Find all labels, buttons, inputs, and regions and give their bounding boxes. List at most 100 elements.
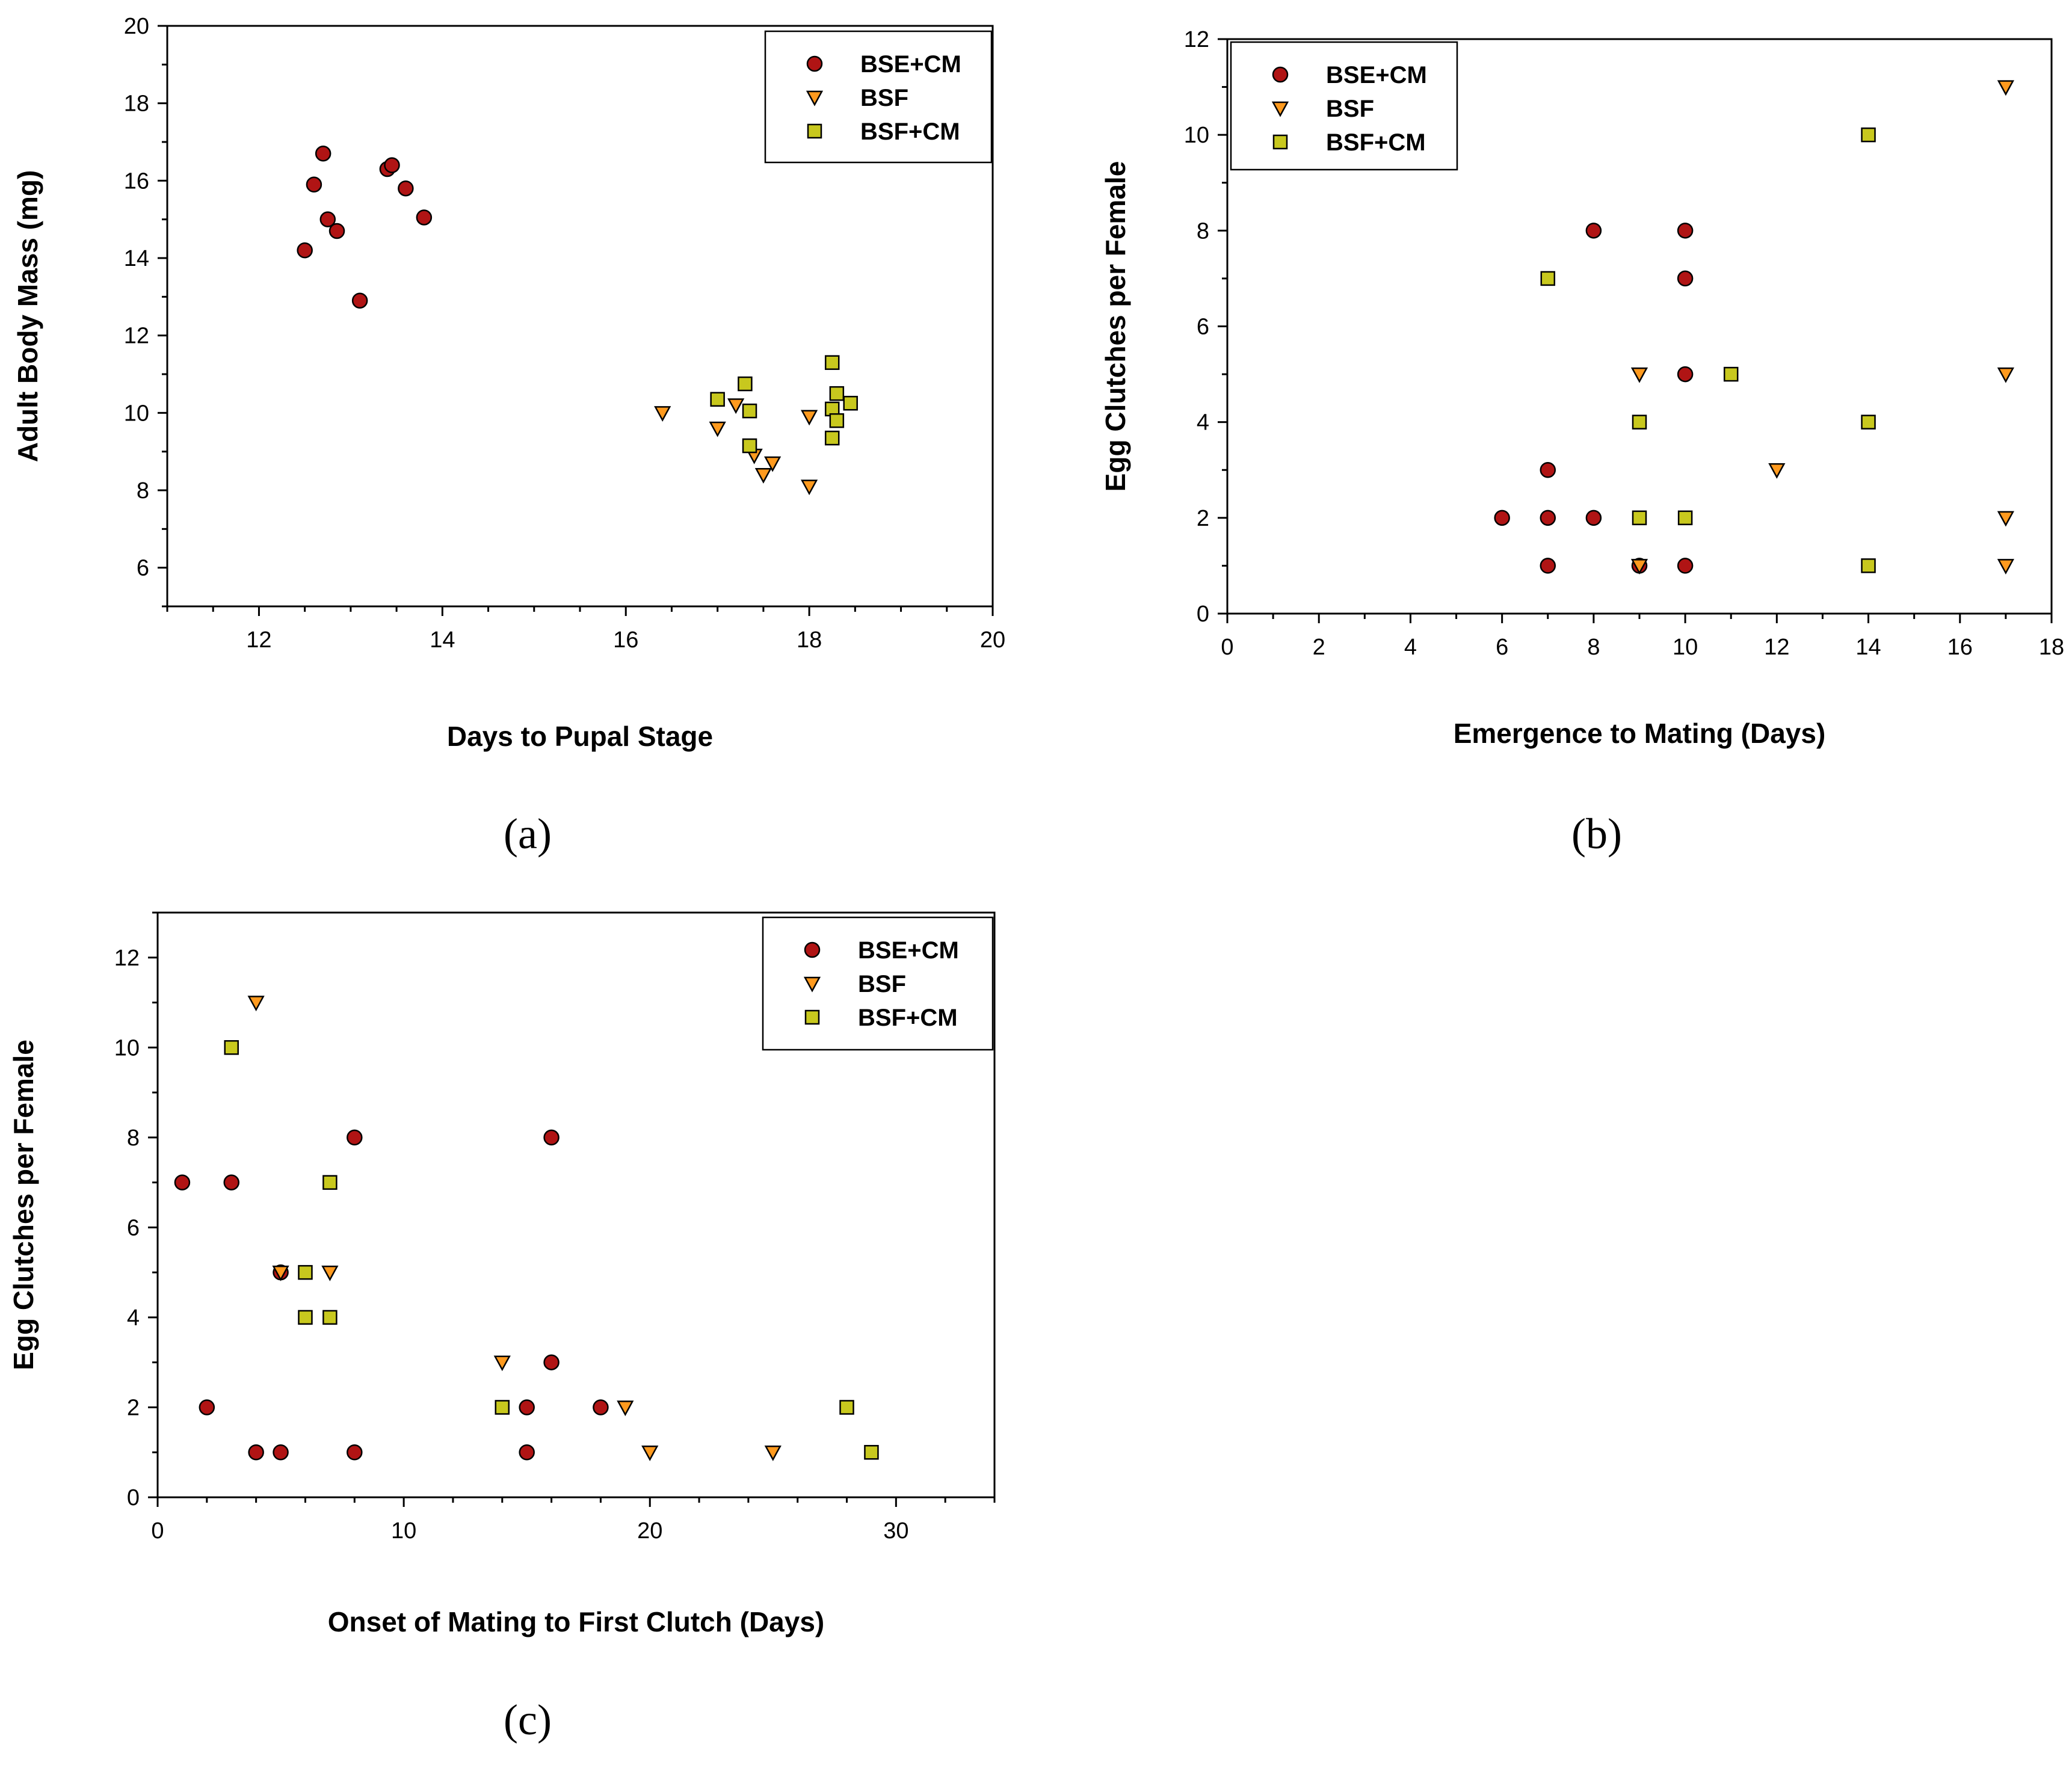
x-tick-label: 6 [1496,635,1508,660]
legend-marker-bsf-plus-cm [804,1009,820,1025]
data-point-bse-plus-cm [1677,270,1694,287]
legend-label-bsf-plus-cm: BSF+CM [858,1005,958,1031]
data-point-bse-plus-cm [1540,558,1556,574]
data-point-bsf [1997,367,2014,383]
x-tick-label: 18 [797,627,822,653]
y-tick-label: 4 [127,1305,140,1331]
panel-label-c: (c) [504,1696,552,1744]
legend-label-bsf: BSF [1326,96,1374,122]
y-tick-label: 10 [1184,123,1209,148]
data-point-bsf [1997,511,2014,527]
data-point-bse-plus-cm [1677,223,1694,239]
legend-label-bsf: BSF [858,971,906,997]
data-point-bse-plus-cm [416,209,433,226]
y-tick-label: 8 [137,478,149,504]
data-point-bse-plus-cm [1677,366,1694,383]
legend-label-bse-plus-cm: BSE+CM [1326,62,1427,88]
y-tick-label: 2 [1197,506,1209,531]
legend-marker-bsf [1271,101,1289,117]
plot-frame [156,911,996,1498]
x-tick-label: 0 [151,1518,164,1544]
legend-label-bsf-plus-cm: BSF+CM [1326,129,1426,156]
data-point-bsf [1997,80,2014,96]
panel-label-b: (b) [1571,810,1622,858]
panel-label-a: (a) [504,810,552,858]
data-point-bse-plus-cm [306,176,322,193]
legend-marker-bsf [803,976,821,993]
data-point-bsf [247,996,265,1012]
series-bse-plus-cm [1494,223,1694,574]
series-bsf [247,996,782,1461]
data-point-bsf [801,410,818,426]
data-point-bse-plus-cm [1540,510,1556,526]
data-point-bsf [1630,559,1648,575]
data-point-bse-plus-cm [347,1444,363,1461]
legend-label-bse-plus-cm: BSE+CM [860,51,961,78]
data-point-bsf-plus-cm [1861,558,1876,573]
data-point-bsf-plus-cm [1723,366,1739,382]
data-point-bse-plus-cm [593,1399,609,1415]
data-point-bsf [1997,559,2014,575]
data-point-bsf [654,406,671,422]
data-point-bsf [709,421,726,437]
series-bsf [654,398,818,496]
y-tick-label: 12 [1184,27,1209,52]
data-point-bse-plus-cm [519,1444,535,1461]
data-point-bsf-plus-cm [298,1264,313,1280]
data-point-bsf-plus-cm [495,1400,510,1415]
data-point-bse-plus-cm [297,242,313,259]
data-point-bsf-plus-cm [1861,127,1876,143]
legend-label-bse-plus-cm: BSE+CM [858,937,959,964]
data-point-bse-plus-cm [319,211,336,227]
y-tick-label: 6 [127,1215,140,1240]
data-point-bsf-plus-cm [1632,414,1647,430]
data-point-bsf [1768,463,1786,479]
series-bsf [1630,80,2014,575]
x-axis-title: Days to Pupal Stage [447,721,713,752]
data-point-bse-plus-cm [174,1174,191,1190]
y-tick-label: 6 [137,556,149,581]
data-point-bsf [1630,367,1648,383]
data-point-bsf [321,1265,339,1281]
x-tick-label: 20 [637,1518,662,1544]
data-point-bsf-plus-cm [1632,510,1647,526]
x-tick-label: 20 [980,627,1005,653]
data-point-bse-plus-cm [1677,558,1694,574]
y-tick-label: 2 [127,1395,140,1420]
x-tick-label: 16 [613,627,638,653]
data-point-bse-plus-cm [315,146,331,162]
y-tick-label: 14 [124,246,149,271]
legend: BSE+CM BSF BSF+CM [1230,41,1458,171]
y-tick-label: 12 [114,946,140,971]
data-point-bse-plus-cm [273,1444,289,1461]
y-tick-label: 10 [114,1035,140,1061]
data-point-bse-plus-cm [398,180,414,197]
x-tick-label: 0 [1221,635,1233,660]
data-point-bse-plus-cm [347,1129,363,1146]
data-point-bsf [617,1400,634,1417]
x-tick-label: 8 [1587,635,1600,660]
data-point-bsf-plus-cm [1540,271,1556,286]
data-point-bse-plus-cm [351,292,368,309]
x-axis-title: Onset of Mating to First Clutch (Days) [328,1606,824,1637]
x-axis-title: Emergence to Mating (Days) [1454,718,1826,749]
data-point-bsf-plus-cm [742,403,757,419]
series-bsf-plus-cm [224,1040,879,1460]
y-tick-label: 0 [1197,602,1209,627]
legend: BSE+CM BSF BSF+CM [762,916,994,1051]
y-tick-label: 12 [124,324,149,349]
data-point-bse-plus-cm [1585,510,1602,526]
data-point-bsf-plus-cm [1677,510,1693,526]
data-point-bsf [493,1355,511,1372]
data-point-bsf-plus-cm [710,392,725,407]
y-tick-label: 8 [127,1126,140,1151]
data-point-bsf-plus-cm [224,1040,239,1055]
data-point-bse-plus-cm [1494,510,1510,526]
x-tick-label: 14 [1855,635,1881,660]
data-point-bse-plus-cm [248,1444,264,1461]
data-point-bsf-plus-cm [843,396,858,411]
legend-marker-bsf-plus-cm [1272,134,1288,150]
legend-label-bsf-plus-cm: BSF+CM [860,119,960,145]
x-tick-label: 16 [1947,635,1973,660]
data-point-bsf-plus-cm [742,438,757,454]
